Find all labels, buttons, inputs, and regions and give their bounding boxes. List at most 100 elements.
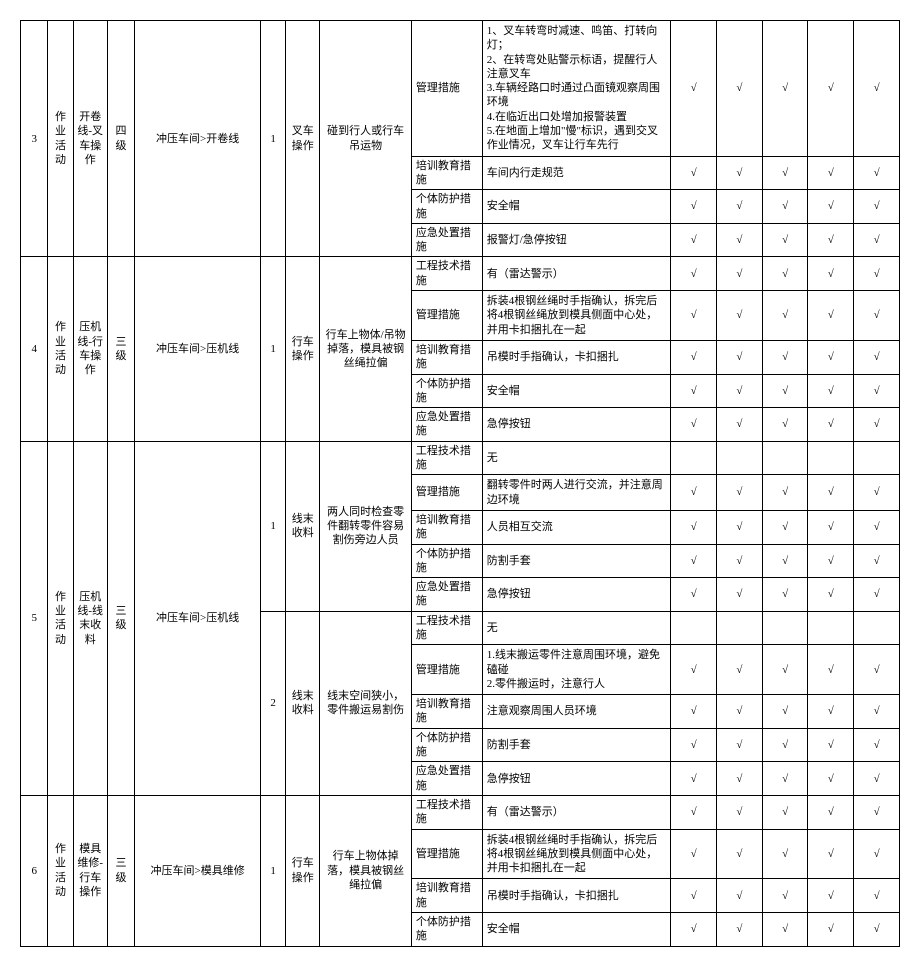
- measure-desc: 注意观察周围人员环境: [482, 695, 671, 729]
- check-cell: √: [762, 223, 808, 257]
- check-cell: √: [808, 408, 854, 442]
- check-cell: √: [671, 728, 717, 762]
- check-cell: √: [808, 291, 854, 341]
- check-cell: √: [717, 695, 763, 729]
- measure-type: 应急处置措施: [411, 578, 482, 612]
- measure-type: 管理措施: [411, 829, 482, 879]
- check-cell: √: [808, 695, 854, 729]
- check-cell: √: [854, 21, 900, 157]
- check-cell: √: [762, 795, 808, 829]
- check-cell: √: [717, 645, 763, 695]
- check-cell: √: [808, 475, 854, 511]
- check-cell: [717, 441, 763, 475]
- check-cell: √: [854, 291, 900, 341]
- check-cell: √: [717, 156, 763, 190]
- check-cell: √: [671, 578, 717, 612]
- measure-desc: 车间内行走规范: [482, 156, 671, 190]
- check-cell: √: [854, 695, 900, 729]
- check-cell: √: [717, 408, 763, 442]
- table-row: 6作业活动模具维修-行车操作三级冲压车间>模具维修1行车操作行车上物体掉落，模具…: [21, 795, 900, 829]
- activity-name: 模具维修-行车操作: [73, 795, 107, 946]
- check-cell: √: [854, 578, 900, 612]
- location: 冲压车间>压机线: [135, 441, 261, 795]
- check-cell: [717, 611, 763, 645]
- check-cell: √: [717, 762, 763, 796]
- measure-desc: 安全帽: [482, 913, 671, 947]
- check-cell: √: [717, 223, 763, 257]
- check-cell: √: [762, 762, 808, 796]
- check-cell: √: [717, 913, 763, 947]
- check-cell: √: [671, 544, 717, 578]
- measure-type: 培训教育措施: [411, 879, 482, 913]
- check-cell: √: [671, 510, 717, 544]
- check-cell: √: [854, 829, 900, 879]
- activity-type: 作业活动: [48, 441, 73, 795]
- measure-desc: 翻转零件时两人进行交流，并注意周边环境: [482, 475, 671, 511]
- check-cell: [671, 441, 717, 475]
- row-index: 5: [21, 441, 48, 795]
- row-index: 6: [21, 795, 48, 946]
- sub-index: 1: [261, 795, 286, 946]
- location: 冲压车间>模具维修: [135, 795, 261, 946]
- measure-desc: 无: [482, 441, 671, 475]
- check-cell: √: [808, 829, 854, 879]
- check-cell: √: [762, 475, 808, 511]
- check-cell: √: [854, 257, 900, 291]
- check-cell: √: [854, 475, 900, 511]
- measure-type: 培训教育措施: [411, 510, 482, 544]
- check-cell: [854, 441, 900, 475]
- check-cell: √: [717, 829, 763, 879]
- hazard: 两人同时检查零件翻转零件容易割伤旁边人员: [320, 441, 411, 611]
- check-cell: [808, 441, 854, 475]
- check-cell: √: [854, 340, 900, 374]
- measure-type: 管理措施: [411, 291, 482, 341]
- check-cell: √: [762, 913, 808, 947]
- check-cell: √: [717, 374, 763, 408]
- measure-desc: 无: [482, 611, 671, 645]
- check-cell: √: [808, 728, 854, 762]
- operation: 线末收料: [286, 441, 320, 611]
- check-cell: √: [671, 695, 717, 729]
- check-cell: √: [808, 645, 854, 695]
- check-cell: √: [762, 408, 808, 442]
- check-cell: √: [671, 475, 717, 511]
- check-cell: √: [671, 913, 717, 947]
- measure-type: 个体防护措施: [411, 544, 482, 578]
- check-cell: [671, 611, 717, 645]
- check-cell: √: [854, 645, 900, 695]
- check-cell: √: [808, 544, 854, 578]
- check-cell: √: [854, 762, 900, 796]
- check-cell: √: [854, 374, 900, 408]
- measure-desc: 安全帽: [482, 190, 671, 224]
- check-cell: √: [717, 291, 763, 341]
- check-cell: √: [762, 156, 808, 190]
- operation: 线末收料: [286, 611, 320, 795]
- measure-desc: 有（雷达警示）: [482, 257, 671, 291]
- activity-type: 作业活动: [48, 795, 73, 946]
- check-cell: √: [762, 544, 808, 578]
- check-cell: √: [717, 475, 763, 511]
- check-cell: √: [808, 257, 854, 291]
- hazard: 线末空间狭小，零件搬运易割伤: [320, 611, 411, 795]
- measure-desc: 拆装4根钢丝绳时手指确认，拆完后将4根钢丝绳放到模具侧面中心处，并用卡扣捆扎在一…: [482, 829, 671, 879]
- risk-level: 四级: [107, 21, 134, 257]
- measure-desc: 安全帽: [482, 374, 671, 408]
- measure-desc: 1、叉车转弯时减速、鸣笛、打转向灯；2、在转弯处贴警示标语，提醒行人注意叉车3.…: [482, 21, 671, 157]
- hazard: 行车上物体/吊物掉落，模具被钢丝绳拉偏: [320, 257, 411, 441]
- measure-desc: 报警灯/急停按钮: [482, 223, 671, 257]
- check-cell: √: [762, 291, 808, 341]
- measure-type: 培训教育措施: [411, 695, 482, 729]
- check-cell: √: [762, 257, 808, 291]
- check-cell: √: [808, 795, 854, 829]
- measure-type: 管理措施: [411, 475, 482, 511]
- measure-type: 应急处置措施: [411, 408, 482, 442]
- location: 冲压车间>压机线: [135, 257, 261, 441]
- measure-type: 工程技术措施: [411, 441, 482, 475]
- check-cell: √: [671, 223, 717, 257]
- hazard: 行车上物体掉落，模具被钢丝绳拉偏: [320, 795, 411, 946]
- sub-index: 2: [261, 611, 286, 795]
- measure-type: 工程技术措施: [411, 611, 482, 645]
- check-cell: √: [717, 21, 763, 157]
- measure-desc: 急停按钮: [482, 762, 671, 796]
- check-cell: √: [808, 762, 854, 796]
